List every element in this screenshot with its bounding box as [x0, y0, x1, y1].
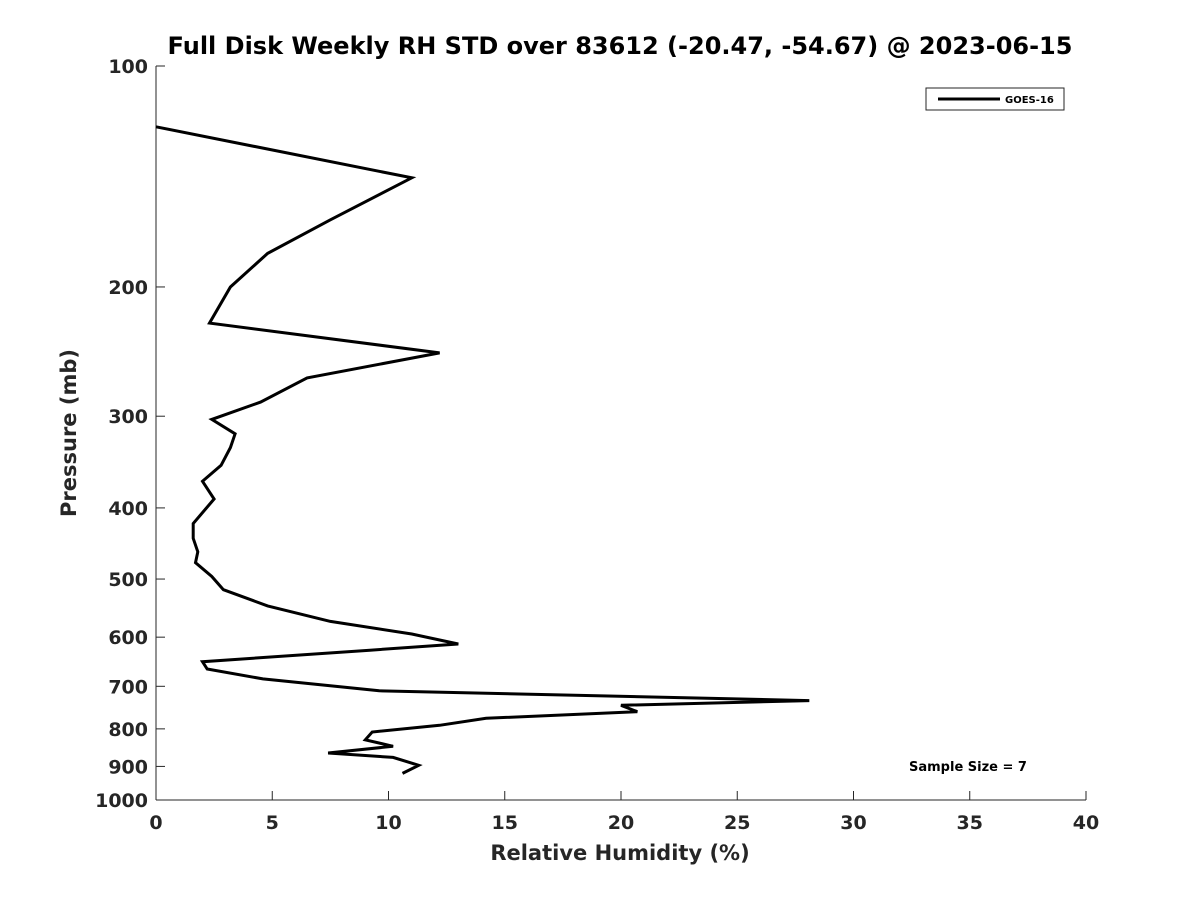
- legend: GOES-16: [925, 87, 1065, 111]
- legend-entry-goes-16: GOES-16: [1005, 95, 1054, 106]
- x-tick-label: 5: [266, 812, 279, 834]
- x-tick-label: 0: [149, 812, 162, 834]
- y-tick-label: 600: [108, 627, 148, 649]
- sample-size-annotation: Sample Size = 7: [909, 760, 1027, 775]
- y-tick-label: 400: [108, 498, 148, 520]
- y-tick-label: 300: [108, 406, 148, 428]
- y-tick-label: 500: [108, 569, 148, 591]
- y-tick-label: 200: [108, 277, 148, 299]
- x-tick-label: 40: [1073, 812, 1099, 834]
- y-tick-label: 1000: [95, 790, 148, 812]
- x-tick-label: 10: [375, 812, 401, 834]
- x-axis-ticks: 0 5 10 15 20 25 30 35 40: [149, 791, 1099, 834]
- x-axis-label: Relative Humidity (%): [490, 841, 749, 865]
- x-tick-label: 15: [492, 812, 518, 834]
- y-axis-label: Pressure (mb): [57, 349, 81, 517]
- y-tick-label: 100: [108, 56, 148, 78]
- series-line-goes-16: [155, 125, 810, 775]
- x-tick-label: 35: [957, 812, 983, 834]
- y-tick-label: 900: [108, 756, 148, 778]
- x-tick-label: 30: [840, 812, 866, 834]
- y-axis-ticks: 100 200 300 400 500 600 700 800 900 1000: [95, 56, 165, 812]
- chart-title: Full Disk Weekly RH STD over 83612 (-20.…: [168, 32, 1073, 60]
- y-tick-label: 800: [108, 719, 148, 741]
- y-tick-label: 700: [108, 676, 148, 698]
- x-tick-label: 25: [724, 812, 750, 834]
- x-tick-label: 20: [608, 812, 634, 834]
